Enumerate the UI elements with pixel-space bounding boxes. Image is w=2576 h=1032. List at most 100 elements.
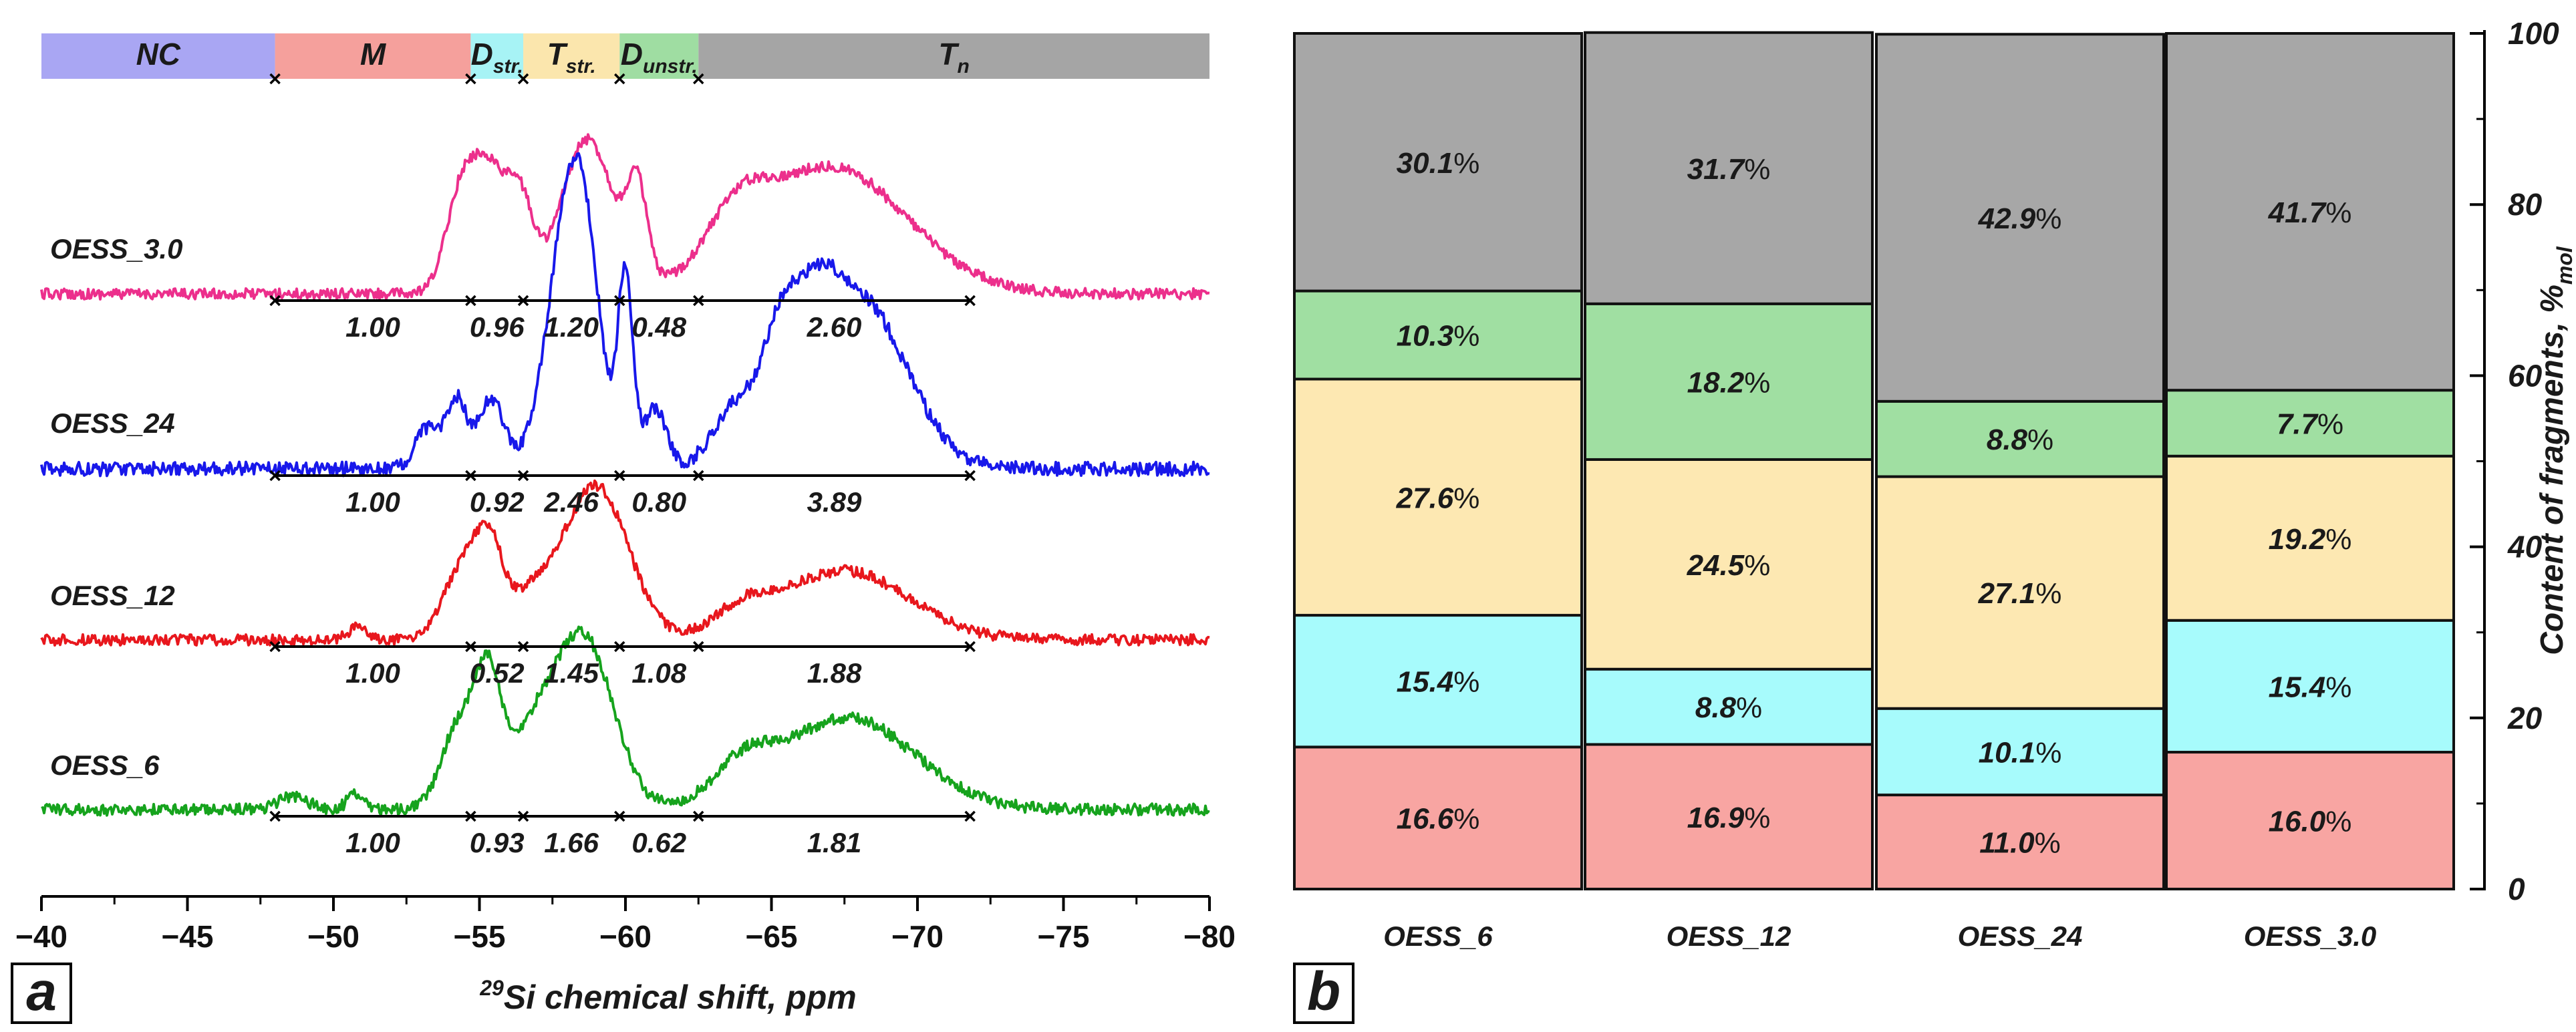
integration-mark (269, 295, 281, 307)
region-t-str (523, 33, 620, 79)
x-tick-label: −70 (891, 919, 944, 954)
integral-value-oess-12: 0.52 (470, 657, 525, 689)
x-tick-label: −65 (745, 919, 797, 954)
y-tick-label: 40 (2507, 530, 2543, 564)
region-label-nc: NC (136, 37, 181, 71)
bar-value-label: 19.2% (2269, 523, 2352, 556)
x-tick-label: −45 (161, 919, 213, 954)
spectrum-name-oess-6: OESS_6 (50, 749, 160, 781)
bar-value-label: 18.2% (1687, 366, 1771, 399)
bar-value-label: 8.8% (1987, 423, 2053, 456)
integration-brackets: 1.00 0.96 1.20 0.48 2.60 1.00 0.92 2.46 0.80 3.89… (269, 295, 976, 858)
integral-value-oess-6: 1.81 (807, 827, 862, 858)
bar-value-label: 16.6% (1397, 803, 1480, 836)
y-tick-label: 20 (2507, 701, 2543, 735)
y-axis-label-text: Content of fragments, % (2535, 285, 2570, 655)
integration-mark (614, 641, 625, 653)
bar-segment-oess-24-d-unstr (1875, 399, 2165, 478)
integral-value-oess-12: 1.00 (345, 657, 400, 689)
integration-mark (269, 470, 281, 482)
panel-b-stacked-bars: 16.6% 15.4% 27.6% 10.3% 30.1% OESS_6 16.9% 8.8%… (1293, 16, 2576, 1024)
bar-value-label: 27.1% (1978, 577, 2062, 610)
region-d-unstr (619, 33, 699, 79)
bar-value-label: 16.9% (1687, 802, 1771, 834)
bar-value-label: 15.4% (1397, 666, 1480, 699)
integration-mark (269, 810, 281, 822)
integral-value-oess-6: 0.62 (631, 827, 686, 858)
y-tick-label: 100 (2508, 16, 2559, 51)
integral-value-oess-6: 1.66 (544, 827, 599, 858)
integral-value-oess-3-0: 1.20 (544, 311, 599, 343)
bar-segment-oess-12-t-n (1584, 31, 1874, 305)
x-tick-label: −50 (307, 919, 360, 954)
region-t-n (698, 33, 1209, 79)
integral-value-oess-6: 1.00 (345, 827, 400, 858)
y-axis-label-b: Content of fragments, %mol (2535, 246, 2576, 655)
y-tick-label: 0 (2508, 872, 2525, 906)
bar-segment-oess-3-0-d-str (2165, 619, 2455, 754)
integral-value-oess-3-0: 2.60 (807, 311, 862, 343)
integral-value-oess-12: 1.08 (631, 657, 686, 689)
integral-value-oess-3-0: 0.48 (631, 311, 686, 343)
integral-value-oess-12: 1.88 (807, 657, 862, 689)
integration-mark (693, 470, 704, 482)
integral-value-oess-24: 3.89 (807, 486, 862, 518)
region-boundary-mark (465, 73, 476, 85)
x-axis-label-text: Si chemical shift, ppm (504, 979, 857, 1016)
region-bar: NC M Dstr. Tstr. Dunstr. Tn (41, 33, 1209, 85)
spectrum-oess-12 (40, 479, 1210, 647)
integration-mark (517, 295, 529, 307)
x-axis-chemical-shift: −40 −45 −50 −55 −60 −65 −70 −75 −80 (15, 895, 1236, 954)
y-tick-label: 60 (2508, 358, 2543, 393)
integral-value-oess-6: 0.93 (470, 827, 525, 858)
spectrum-oess-6 (41, 625, 1210, 817)
bar-segment-oess-6-t-n (1293, 32, 1583, 293)
integration-mark (517, 810, 529, 822)
spectrum-oess-24 (40, 152, 1210, 478)
bar-segment-oess-24-m (1875, 794, 2165, 890)
bar-value-label: 10.3% (1397, 320, 1480, 353)
x-tick-label: −80 (1183, 919, 1236, 954)
integration-mark (465, 641, 476, 653)
region-label-t-str: Tstr. (547, 37, 596, 77)
integration-mark (693, 810, 704, 822)
category-label-oess-3-0: OESS_3.0 (2244, 920, 2376, 952)
bar-value-label: 41.7% (2268, 196, 2352, 229)
region-m (275, 33, 471, 79)
integral-value-oess-3-0: 1.00 (345, 311, 400, 343)
integral-value-oess-24: 1.00 (345, 486, 400, 518)
spectrum-oess-3-0 (40, 133, 1210, 301)
region-label-m: M (360, 37, 387, 71)
region-nc (41, 33, 275, 79)
region-label-t-n: Tn (938, 37, 969, 77)
integration-mark (614, 470, 625, 482)
y-axis-content: 0 20 40 60 80 100 (2470, 16, 2559, 906)
bar-segment-oess-24-t-str (1875, 475, 2165, 710)
category-label-oess-6: OESS_6 (1383, 920, 1493, 952)
integration-mark (517, 641, 529, 653)
bar-value-label: 7.7% (2277, 407, 2343, 440)
integration-mark (517, 470, 529, 482)
integral-value-oess-24: 0.92 (470, 486, 525, 518)
bar-segment-oess-3-0-t-str (2165, 454, 2455, 622)
y-axis-label-sub: mol (2553, 246, 2576, 285)
x-tick-label: −75 (1037, 919, 1089, 954)
panel-a-nmr-spectra: NC M Dstr. Tstr. Dunstr. Tn OESS_3.0OESS_24OE… (11, 33, 1236, 1024)
bar-value-label: 11.0% (1979, 827, 2061, 860)
region-boundary-mark (614, 73, 625, 85)
spectrum-name-oess-24: OESS_24 (50, 407, 175, 439)
integral-value-oess-3-0: 0.96 (470, 311, 525, 343)
bar-segment-oess-12-t-str (1584, 458, 1874, 671)
stacked-bar-group: 16.6% 15.4% 27.6% 10.3% 30.1% OESS_6 16.9% 8.8%… (1293, 31, 2455, 952)
bar-segment-oess-6-d-str (1293, 614, 1583, 749)
region-boundary-mark (517, 73, 529, 85)
integration-mark (964, 810, 976, 822)
spectrum-name-oess-3-0: OESS_3.0 (50, 233, 182, 265)
region-boundary-mark (269, 73, 281, 85)
integration-mark (964, 470, 976, 482)
integration-mark (269, 641, 281, 653)
panel-b-label: b (1307, 961, 1340, 1022)
integration-mark (465, 295, 476, 307)
x-tick-label: −55 (453, 919, 505, 954)
